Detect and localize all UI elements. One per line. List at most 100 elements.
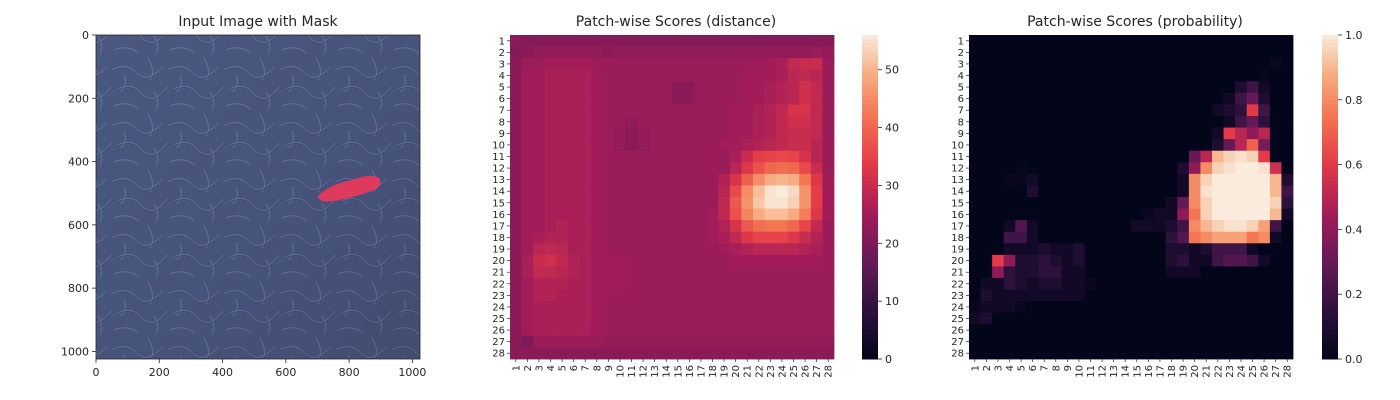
heatmap-cell (1107, 116, 1120, 128)
colorbar-segment (862, 152, 878, 157)
heatmap-cell (741, 220, 754, 233)
col-label: 15 (673, 365, 684, 378)
colorbar-tick-label: 0.2 (1345, 288, 1363, 301)
heatmap-cell (1154, 127, 1167, 140)
heatmap-cell (1188, 69, 1201, 82)
heatmap-cell (695, 278, 708, 290)
colorbar-segment (862, 184, 878, 190)
heatmap-cell (1235, 278, 1248, 290)
heatmap-cell (764, 220, 777, 233)
heatmap-cell (1212, 301, 1224, 314)
heatmap-cell (648, 335, 661, 348)
heatmap-cell (1131, 278, 1143, 290)
row-label: 12 (492, 164, 505, 175)
heatmap-cell (672, 139, 684, 152)
heatmap-cell (1050, 69, 1062, 82)
colorbar-segment (1322, 160, 1338, 166)
heatmap-cell (764, 46, 777, 59)
heatmap-cell (980, 69, 993, 82)
colorbar-segment (862, 205, 878, 210)
heatmap-cell (1107, 301, 1120, 314)
heatmap-cell (980, 173, 993, 186)
heatmap-cell (1223, 197, 1236, 209)
heatmap-cell (741, 208, 754, 221)
heatmap-cell (1281, 139, 1294, 152)
heatmap-cell (1015, 35, 1028, 47)
colorbar-segment (1322, 132, 1338, 137)
colorbar-segment (1322, 124, 1338, 129)
row-label: 28 (492, 349, 505, 360)
heatmap-cell (544, 278, 557, 290)
heatmap-cell (992, 104, 1005, 117)
heatmap-cell (614, 243, 627, 256)
heatmap-cell (579, 289, 592, 302)
heatmap-cell (683, 220, 696, 233)
heatmap-cell (992, 116, 1005, 128)
heatmap-cell (683, 104, 696, 117)
heatmap-cell (602, 301, 615, 314)
heatmap-cell (602, 127, 615, 140)
heatmap-cell (1026, 347, 1039, 360)
heatmap-cell (556, 104, 569, 117)
heatmap-cell (1281, 162, 1294, 175)
heatmap-cell (1107, 81, 1120, 94)
heatmap-cell (1269, 35, 1282, 47)
heatmap-cell (992, 220, 1005, 233)
heatmap-cell (567, 35, 580, 47)
probability-heatmap-cells (969, 35, 1294, 360)
heatmap-cell (637, 243, 650, 256)
heatmap-cell (1107, 254, 1120, 267)
heatmap-cell (776, 81, 789, 94)
heatmap-cell (1119, 335, 1132, 348)
heatmap-cell (1246, 347, 1259, 360)
heatmap-cell (591, 301, 603, 314)
colorbar-segment (862, 63, 878, 68)
heatmap-cell (1177, 185, 1190, 198)
heatmap-cell (1246, 220, 1259, 233)
colorbar-segment (1322, 107, 1338, 113)
heatmap-cell (718, 127, 731, 140)
heatmap-cell (718, 197, 731, 209)
heatmap-cell (614, 35, 627, 47)
heatmap-cell (1096, 266, 1109, 279)
heatmap-cell (567, 312, 580, 325)
colorbar-segment (862, 269, 878, 275)
heatmap-cell (992, 254, 1005, 267)
heatmap-cell (822, 58, 835, 71)
heatmap-cell (992, 278, 1005, 290)
row-label: 19 (492, 245, 505, 256)
heatmap-cell (787, 139, 800, 152)
heatmap-cell (1246, 312, 1259, 325)
heatmap-cell (637, 104, 650, 117)
heatmap-cell (567, 162, 580, 175)
heatmap-cell (799, 81, 812, 94)
heatmap-cell (741, 197, 754, 209)
heatmap-cell (1223, 254, 1236, 267)
col-label: 5 (558, 365, 569, 371)
heatmap-cell (706, 69, 719, 82)
heatmap-cell (521, 46, 534, 59)
heatmap-cell (1154, 81, 1167, 94)
heatmap-cell (614, 278, 627, 290)
heatmap-cell (637, 266, 650, 279)
heatmap-cell (591, 220, 603, 233)
heatmap-cell (614, 231, 627, 244)
heatmap-cell (810, 162, 823, 175)
heatmap-cell (1096, 335, 1109, 348)
heatmap-cell (544, 116, 557, 128)
heatmap-cell (533, 197, 546, 209)
col-label: 28 (1283, 365, 1294, 378)
heatmap-cell (741, 46, 754, 59)
heatmap-cell (799, 301, 812, 314)
colorbar-segment (862, 314, 878, 319)
heatmap-cell (695, 185, 708, 198)
distance-heatmap-title: Patch-wise Scores (distance) (576, 14, 776, 30)
colorbar-segment (1322, 229, 1338, 234)
row-label: 22 (951, 279, 964, 290)
heatmap-cell (1281, 127, 1294, 140)
col-label: 18 (1167, 365, 1178, 378)
heatmap-cell (1003, 139, 1016, 152)
heatmap-cell (787, 324, 800, 337)
heatmap-cell (776, 185, 789, 198)
colorbar-segment (1322, 245, 1338, 251)
